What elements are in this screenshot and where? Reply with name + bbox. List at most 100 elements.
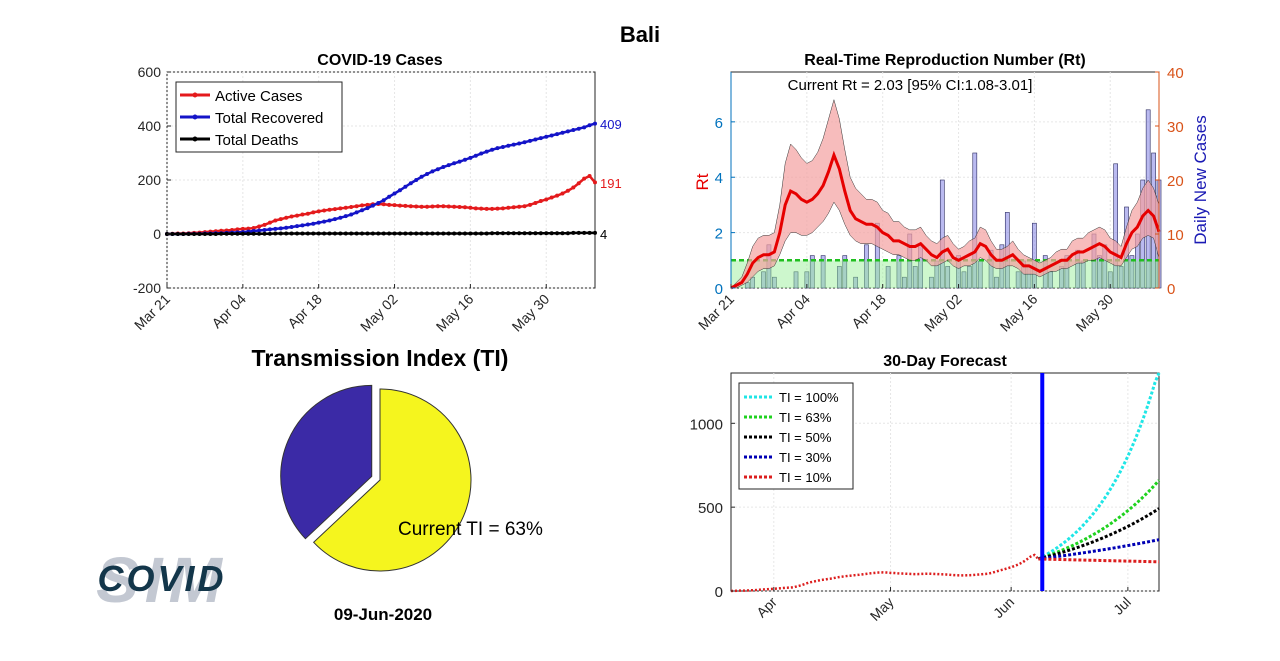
forecast-ti-63-line bbox=[1037, 479, 1161, 561]
forecast-chart-title: 30-Day Forecast bbox=[883, 353, 1007, 370]
total-recovered-point bbox=[300, 223, 305, 228]
page-title: Bali bbox=[620, 22, 660, 47]
total-recovered-point bbox=[349, 212, 354, 217]
total-deaths-point bbox=[549, 231, 554, 236]
total-recovered-point bbox=[305, 222, 310, 227]
total-deaths-point bbox=[284, 231, 289, 236]
active-cases-point bbox=[381, 202, 386, 207]
total-recovered-point bbox=[452, 161, 457, 166]
rt-ytick-right-label: 30 bbox=[1167, 119, 1184, 136]
total-recovered-point bbox=[468, 155, 473, 160]
total-deaths-point bbox=[251, 231, 256, 236]
total-recovered-point bbox=[403, 184, 408, 189]
rt-annotation: Current Rt = 2.03 [95% CI:1.08-3.01] bbox=[788, 77, 1033, 94]
forecast-ti-50-legend-label: TI = 50% bbox=[779, 430, 832, 445]
total-deaths-point bbox=[311, 231, 316, 236]
total-deaths-point bbox=[175, 232, 180, 236]
total-recovered-point bbox=[457, 159, 462, 164]
total-deaths-point bbox=[462, 231, 467, 236]
active-cases-point bbox=[360, 203, 365, 208]
total-deaths-point bbox=[490, 231, 495, 236]
active-cases-point bbox=[544, 197, 549, 202]
pie-slice-remainder bbox=[280, 384, 373, 540]
total-deaths-point bbox=[397, 231, 402, 236]
total-recovered-point bbox=[462, 157, 467, 162]
total-recovered-point bbox=[587, 123, 592, 128]
total-deaths-point bbox=[452, 231, 457, 236]
rt-xtick-label: Apr 04 bbox=[772, 291, 813, 332]
total-recovered-point bbox=[257, 228, 262, 233]
total-recovered-point bbox=[408, 181, 413, 186]
active-cases-point bbox=[435, 204, 440, 209]
forecast-xtick-label: Jul bbox=[1110, 594, 1134, 618]
forecast-ytick-label: 1000 bbox=[690, 416, 723, 433]
active-cases-point bbox=[452, 204, 457, 209]
total-deaths-point bbox=[506, 231, 511, 236]
active-cases-point bbox=[587, 173, 592, 178]
total-recovered-point bbox=[311, 221, 316, 226]
total-deaths-point bbox=[235, 231, 240, 236]
total-recovered-point bbox=[495, 146, 500, 151]
total-deaths-point bbox=[343, 231, 348, 236]
total-deaths-point bbox=[305, 231, 310, 236]
total-recovered-point bbox=[387, 194, 392, 199]
total-deaths-point bbox=[484, 231, 489, 236]
total-recovered-point bbox=[441, 165, 446, 170]
total-deaths-point bbox=[527, 231, 532, 236]
rt-xtick-label: May 02 bbox=[921, 291, 965, 335]
total-deaths-point bbox=[240, 231, 245, 236]
forecast-ytick-label: 0 bbox=[715, 584, 723, 601]
active-cases-point bbox=[273, 218, 278, 223]
active-cases-point bbox=[500, 206, 505, 211]
cases-xtick-label: Apr 18 bbox=[284, 291, 325, 332]
logo-watermark: SIM bbox=[96, 544, 228, 616]
total-recovered-point bbox=[555, 132, 560, 137]
forecast-chart: 30-Day Forecast 0 500 1000 Apr May Jun Jul TI … bbox=[690, 353, 1161, 624]
total-recovered-point bbox=[397, 188, 402, 193]
active-cases-point bbox=[571, 185, 576, 190]
forecast-ti-10-line bbox=[1038, 557, 1160, 564]
total-deaths-point bbox=[360, 231, 365, 236]
total-recovered-point bbox=[576, 126, 581, 131]
active-cases-point bbox=[397, 203, 402, 208]
total-recovered-point bbox=[517, 141, 522, 146]
ti-chart: Transmission Index (TI) Current TI = 63% bbox=[252, 345, 543, 572]
active-cases-point bbox=[419, 204, 424, 209]
daily-cases-bar bbox=[902, 276, 907, 289]
total-deaths-point bbox=[441, 231, 446, 236]
total-recovered-point bbox=[522, 140, 527, 145]
total-deaths-point bbox=[538, 231, 543, 236]
active-cases-point bbox=[349, 205, 354, 209]
rt-xtick-label: May 16 bbox=[997, 291, 1041, 335]
active-cases-point bbox=[479, 206, 484, 211]
total-recovered-point bbox=[565, 129, 570, 134]
forecast-ti-30-line bbox=[1038, 538, 1160, 561]
total-recovered-point bbox=[370, 203, 375, 208]
forecast-xtick-label: Jun bbox=[990, 594, 1017, 621]
daily-cases-bar bbox=[885, 266, 891, 289]
total-deaths-point bbox=[213, 232, 218, 236]
legend-deaths-label: Total Deaths bbox=[215, 132, 298, 149]
rt-line bbox=[730, 150, 1161, 290]
daily-cases-bar bbox=[994, 276, 999, 289]
ti-current-label: Current TI = 63% bbox=[398, 519, 543, 540]
total-deaths-point bbox=[230, 231, 235, 236]
active-cases-point bbox=[495, 206, 500, 211]
total-deaths-point bbox=[500, 231, 505, 236]
rt-ytick-left-label: 2 bbox=[715, 226, 723, 243]
total-deaths-point bbox=[517, 231, 522, 236]
total-deaths-point bbox=[197, 232, 202, 236]
active-cases-point bbox=[235, 227, 240, 232]
total-recovered-point bbox=[549, 133, 554, 138]
covid-sim-logo: SIM COVID bbox=[96, 544, 228, 616]
active-cases-point bbox=[332, 207, 337, 212]
daily-cases-bar bbox=[853, 276, 858, 289]
daily-cases-bar bbox=[1129, 255, 1135, 289]
forecast-legend-box bbox=[738, 382, 854, 490]
total-deaths-point bbox=[587, 230, 592, 235]
total-deaths-point bbox=[457, 231, 462, 236]
total-deaths-point bbox=[468, 231, 473, 236]
total-recovered-point bbox=[278, 226, 283, 231]
total-deaths-point bbox=[354, 231, 359, 236]
legend-active-marker bbox=[192, 92, 198, 98]
